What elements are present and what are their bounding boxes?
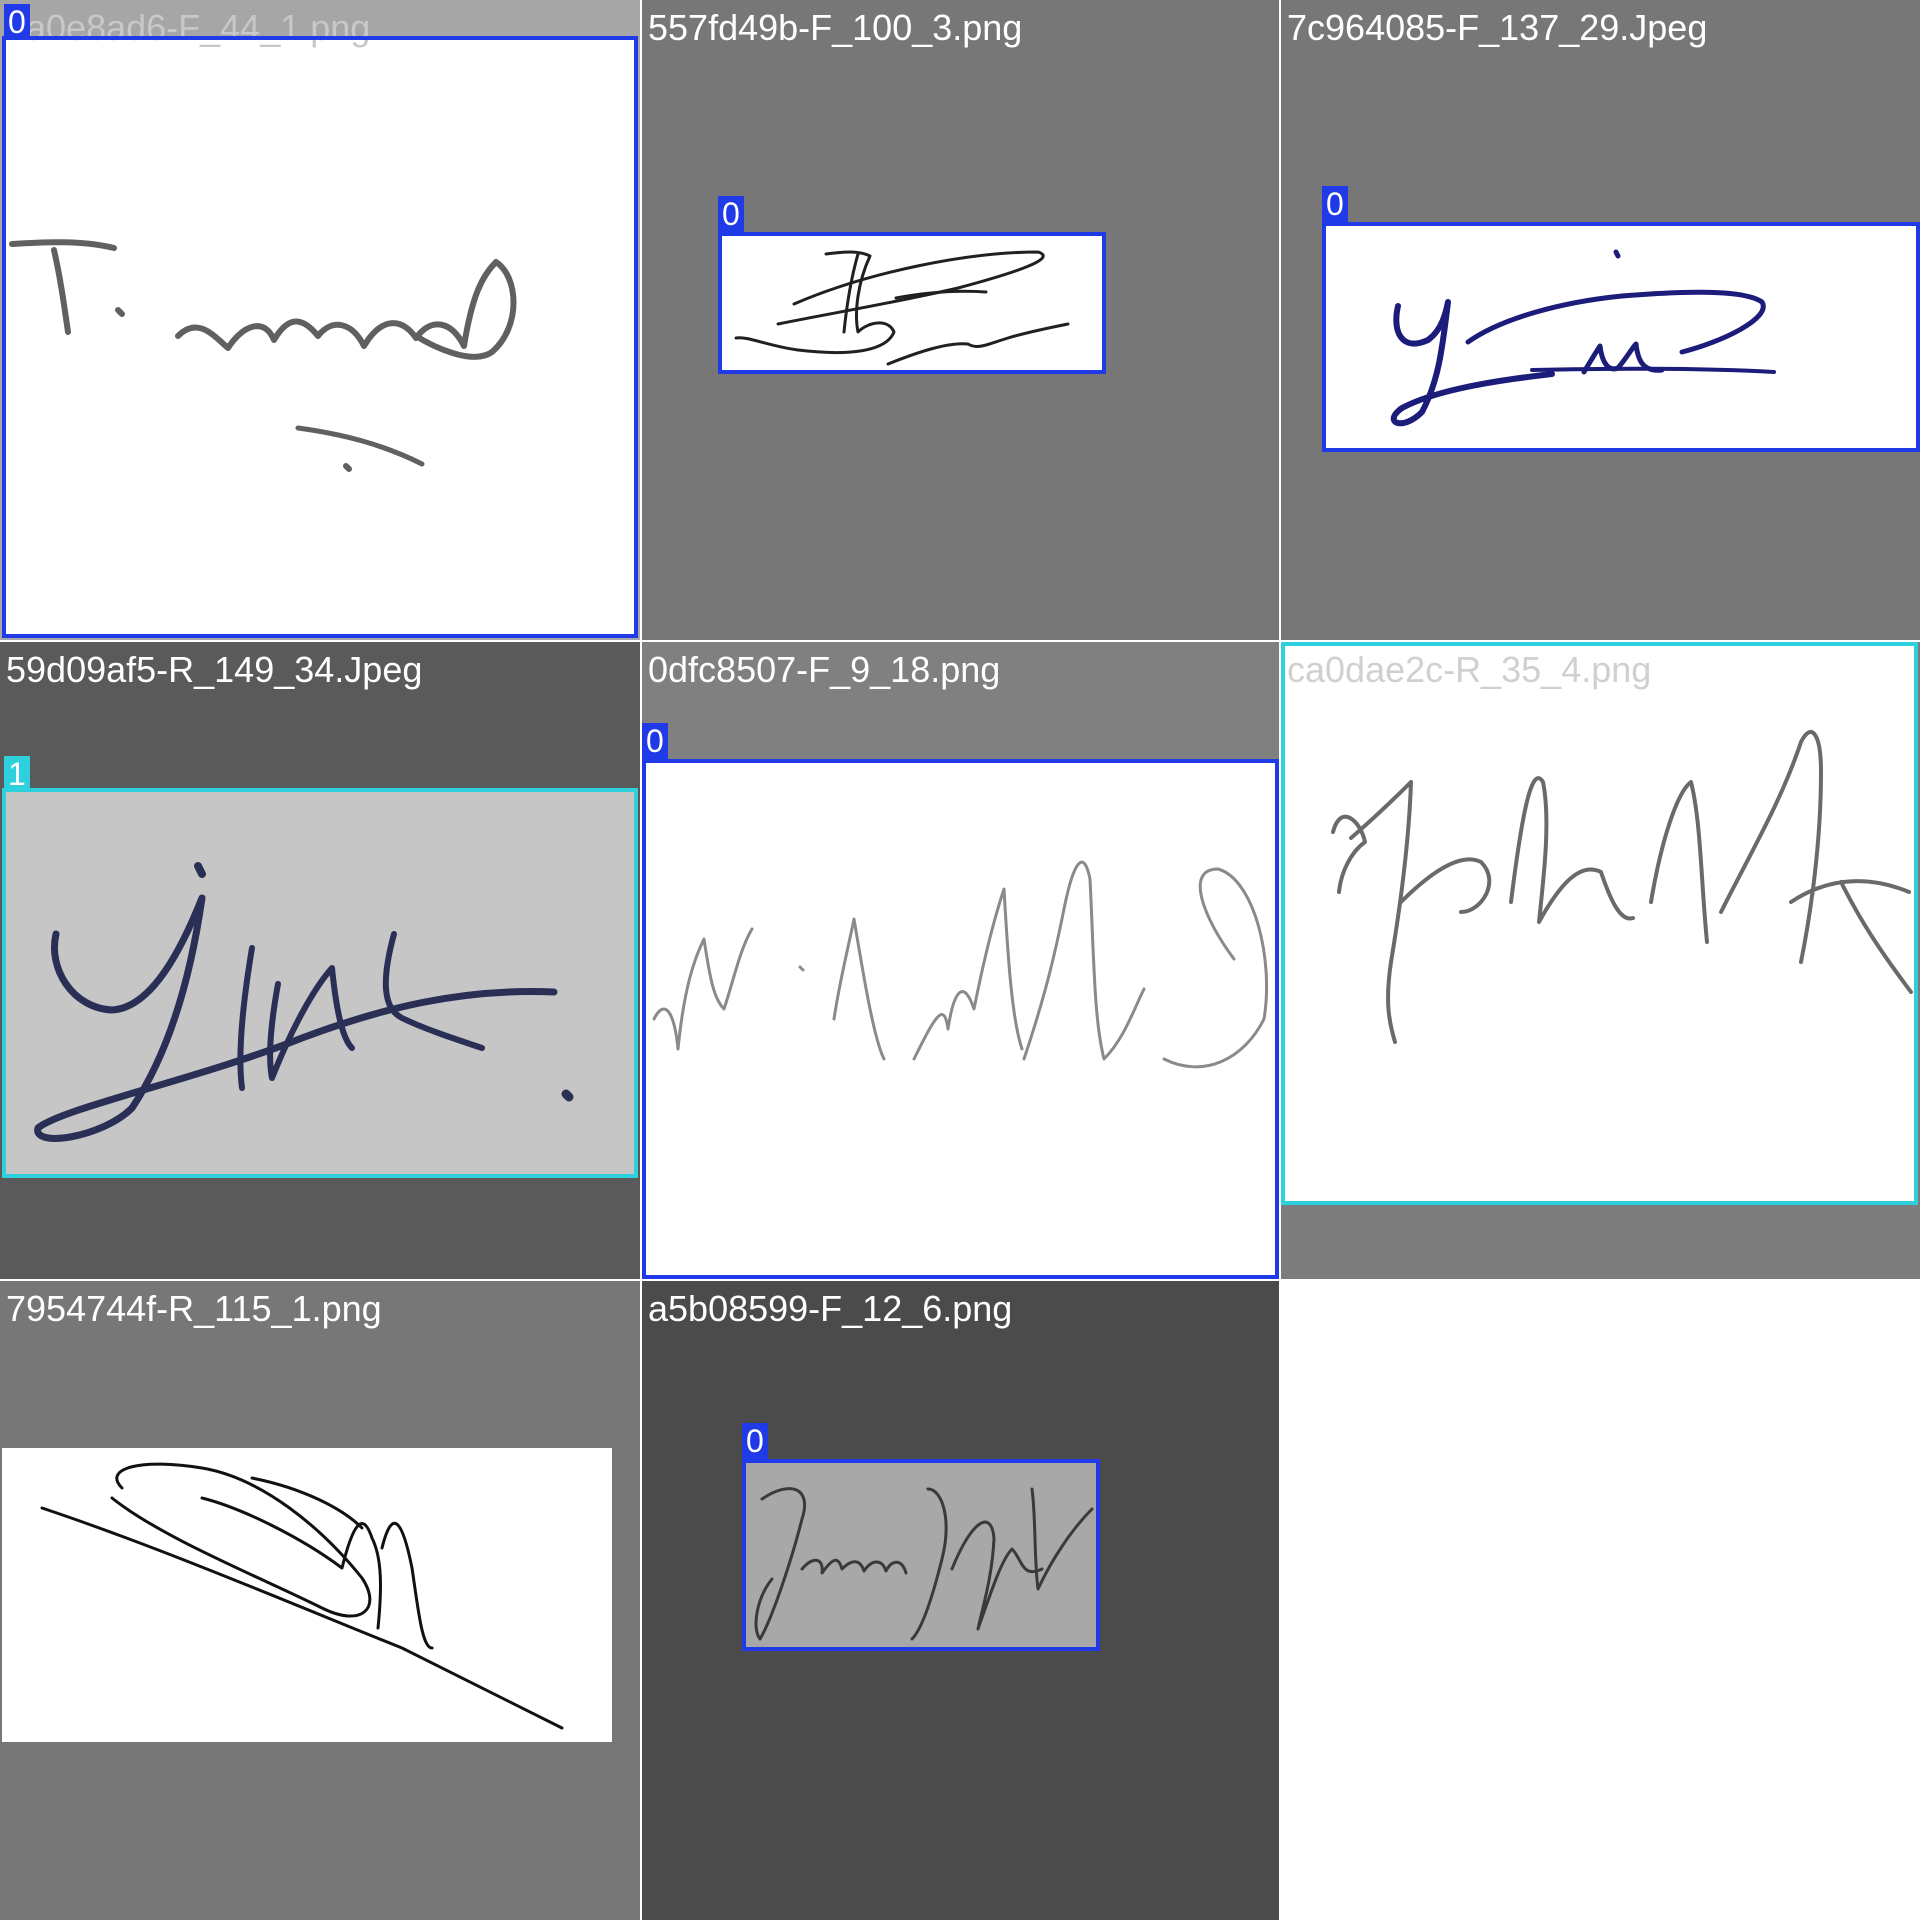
signature-image-7: [2, 1448, 612, 1742]
filename-5: 0dfc8507-F_9_18.png: [648, 649, 1001, 690]
class-label-6: 1: [1281, 642, 1307, 646]
detection-box-2: 0: [718, 196, 1106, 374]
filename-1: a0e8ad6-F_44_1.png: [26, 7, 371, 48]
filename-4: 59d09af5-R_149_34.Jpeg: [6, 649, 423, 690]
class-label-4: 1: [4, 756, 30, 792]
class-label-5: 0: [642, 723, 668, 759]
tile-4[interactable]: 59d09af5-R_149_34.Jpeg 1: [0, 642, 640, 1279]
signature-image-3: [1322, 222, 1920, 452]
filename-3: 7c964085-F_137_29.Jpeg: [1287, 7, 1708, 48]
signature-image-6: [1281, 642, 1918, 1205]
signature-drawing-2: [734, 250, 1070, 366]
detection-box-6: 1: [1281, 642, 1918, 1205]
detection-box-4: 1: [2, 756, 638, 1178]
empty-tile: [1281, 1281, 1920, 1920]
class-label-3: 0: [1322, 186, 1348, 222]
signature-image-8: [742, 1459, 1100, 1651]
class-label-2: 0: [718, 196, 744, 232]
detection-box-3: 0: [1322, 186, 1920, 452]
filename-7: 7954744f-R_115_1.png: [6, 1288, 382, 1329]
signature-image-2: [718, 232, 1106, 374]
tile-6[interactable]: 1 ca0dae2c-R_35_4.png: [1281, 642, 1920, 1279]
signature-drawing-7: [40, 1462, 564, 1730]
signature-drawing-6: [1331, 730, 1913, 1044]
tile-3[interactable]: 7c964085-F_137_29.Jpeg 0: [1281, 0, 1920, 640]
signature-drawing-3: [1390, 249, 1776, 427]
signature-image-4: [2, 788, 638, 1178]
filename-2: 557fd49b-F_100_3.png: [648, 7, 1023, 48]
detection-box-1: 0: [2, 4, 638, 638]
tile-2[interactable]: 557fd49b-F_100_3.png 0: [642, 0, 1279, 640]
signature-drawing-1: [9, 239, 517, 472]
tile-5[interactable]: 0dfc8507-F_9_18.png 0: [642, 642, 1279, 1279]
tile-1[interactable]: 0 a0e8ad6-F_44_1.png: [0, 0, 640, 640]
class-label-1: 0: [4, 4, 30, 40]
tile-7[interactable]: 7954744f-R_115_1.png: [0, 1281, 640, 1920]
signature-drawing-5: [652, 860, 1268, 1069]
class-label-8: 0: [742, 1423, 768, 1459]
detection-box-8: 0: [742, 1423, 1100, 1651]
signature-image-5: [644, 759, 1279, 1279]
signature-drawing-8: [754, 1487, 1094, 1641]
tile-8[interactable]: a5b08599-F_12_6.png 0: [642, 1281, 1279, 1920]
detection-box-5: 0: [642, 723, 1279, 1279]
filename-6: ca0dae2c-R_35_4.png: [1287, 649, 1652, 690]
signature-drawing-4: [34, 862, 574, 1142]
filename-8: a5b08599-F_12_6.png: [648, 1288, 1013, 1329]
signature-image-1: [2, 36, 638, 638]
